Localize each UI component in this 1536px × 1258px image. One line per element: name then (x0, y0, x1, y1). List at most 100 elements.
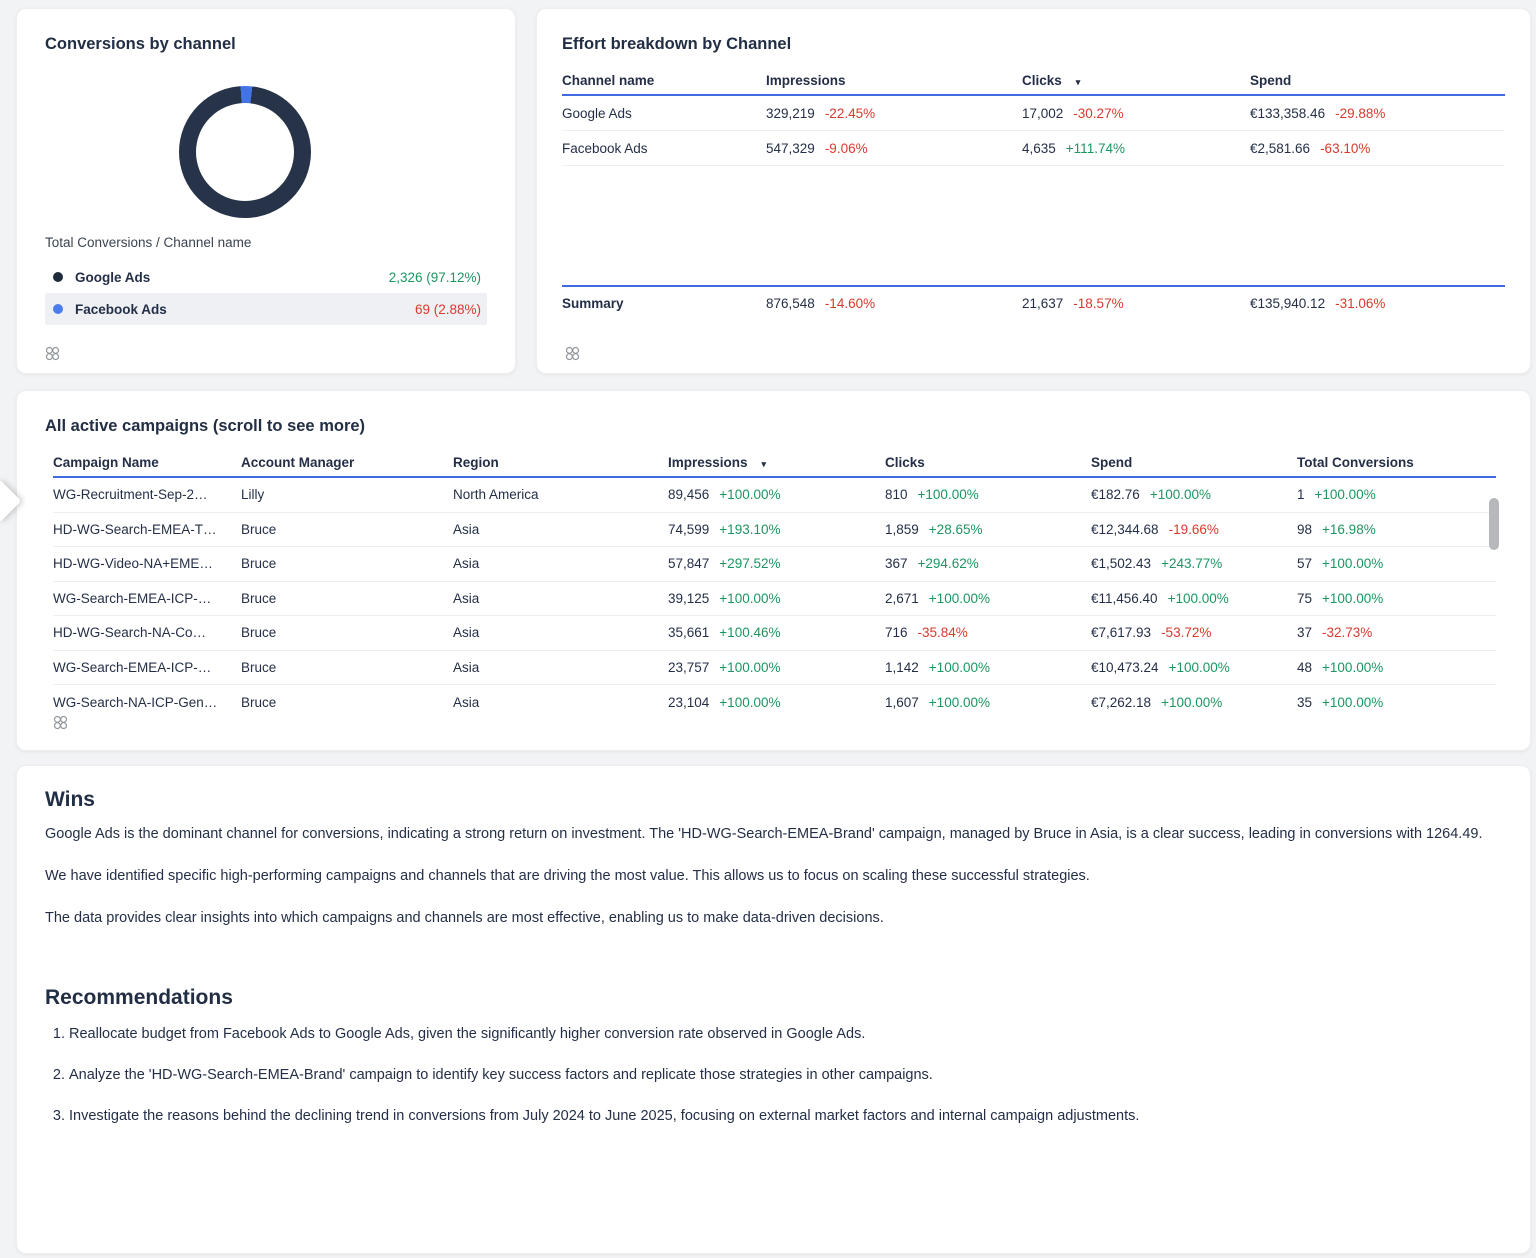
legend-label: Google Ads (75, 269, 151, 285)
table-row[interactable]: WG-Recruitment-Sep-2… Lilly North Americ… (53, 478, 1496, 513)
recommendations-list: Reallocate budget from Facebook Ads to G… (45, 1024, 1502, 1127)
legend-label: Facebook Ads (75, 301, 167, 317)
grid-dots-icon (565, 346, 580, 361)
campaign-name: WG-Search-EMEA-ICP-… (53, 659, 212, 675)
spend-value: €182.76 (1091, 487, 1140, 503)
legend-value: 2,326 (97.12%) (388, 269, 481, 285)
account-manager: Bruce (241, 694, 277, 710)
col-header-spend[interactable]: Spend (1250, 72, 1292, 88)
table-row[interactable]: WG-Search-EMEA-ICP-… Bruce Asia 23,757 +1… (53, 651, 1496, 685)
clicks-value: 4,635 (1022, 140, 1056, 156)
impressions-value: 547,329 (766, 140, 815, 156)
account-manager: Bruce (241, 625, 277, 641)
account-manager: Bruce (241, 590, 277, 606)
table-scrollbar[interactable] (1489, 498, 1499, 550)
clicks-value: 1,859 (885, 521, 919, 537)
conversions-value: 57 (1297, 556, 1313, 572)
col-header-clicks[interactable]: Clicks ▾ (1022, 72, 1081, 88)
col-header-total-conversions[interactable]: Total Conversions (1297, 454, 1414, 470)
spend-value: €1,502.43 (1091, 556, 1152, 572)
campaign-name: HD-WG-Search-NA-Co… (53, 625, 207, 641)
impressions-delta: +100.00% (719, 694, 781, 710)
spend-value: €12,344.68 (1091, 521, 1159, 537)
table-row[interactable]: WG-Search-NA-ICP-Gen… Bruce Asia 23,104 +… (53, 685, 1496, 720)
spend-value: €133,358.46 (1250, 105, 1326, 121)
wins-paragraph: The data provides clear insights into wh… (45, 910, 884, 927)
clicks-value: 1,142 (885, 659, 919, 675)
region: Asia (453, 521, 480, 537)
table-row[interactable]: WG-Search-EMEA-ICP-… Bruce Asia 39,125 +1… (53, 582, 1496, 616)
table-row[interactable]: Google Ads 329,219 -22.45% 17,002 -30.27% … (562, 96, 1505, 131)
summary-label: Summary (562, 295, 624, 311)
clicks-delta: +28.65% (928, 521, 983, 537)
spend-delta: -53.72% (1161, 625, 1212, 641)
col-header-campaign-name[interactable]: Campaign Name (53, 454, 159, 470)
active-campaigns-card: All active campaigns (scroll to see more… (16, 390, 1531, 751)
spend-delta: +100.00% (1161, 694, 1223, 710)
conversions-delta: -32.73% (1322, 625, 1373, 641)
impressions-delta: -14.60% (824, 295, 876, 311)
chart-metric-label: Total Conversions / Channel name (45, 235, 252, 250)
spend-delta: +100.00% (1149, 487, 1211, 503)
channel-name: Facebook Ads (562, 140, 648, 156)
donut-legend: Google Ads 2,326 (97.12%) Facebook Ads 6… (45, 261, 487, 325)
conversions-delta: +100.00% (1322, 590, 1384, 606)
impressions-delta: -22.45% (824, 105, 876, 121)
region: Asia (453, 590, 480, 606)
col-header-channel-name[interactable]: Channel name (562, 72, 655, 88)
campaign-name: WG-Recruitment-Sep-2… (53, 487, 208, 503)
conversions-value: 98 (1297, 521, 1313, 537)
conversions-by-channel-card: Conversions by channel Total Conversions… (16, 8, 516, 374)
channel-name: Google Ads (562, 105, 632, 121)
col-header-spend[interactable]: Spend (1091, 454, 1133, 470)
donut-chart[interactable] (179, 86, 311, 218)
impressions-value: 23,757 (668, 659, 710, 675)
effort-breakdown-card: Effort breakdown by Channel Channel name… (536, 8, 1531, 374)
impressions-value: 329,219 (766, 105, 815, 121)
clicks-delta: +100.00% (928, 659, 990, 675)
conversions-delta: +100.00% (1322, 659, 1384, 675)
impressions-value: 876,548 (766, 295, 815, 311)
spend-delta: -31.06% (1335, 295, 1386, 311)
conversions-value: 48 (1297, 659, 1313, 675)
campaigns-table-header: Campaign Name Account Manager Region Imp… (53, 448, 1496, 478)
table-row[interactable]: HD-WG-Search-NA-Co… Bruce Asia 35,661 +10… (53, 616, 1496, 651)
clicks-delta: +100.00% (917, 487, 979, 503)
clicks-delta: +294.62% (917, 556, 979, 572)
col-header-clicks[interactable]: Clicks (885, 454, 925, 470)
spend-delta: +243.77% (1161, 556, 1223, 572)
clicks-delta: -18.57% (1073, 295, 1124, 311)
clicks-value: 810 (885, 487, 908, 503)
campaign-name: HD-WG-Video-NA+EME… (53, 556, 213, 572)
conversions-value: 37 (1297, 625, 1313, 641)
wins-paragraph: We have identified specific high-perform… (45, 868, 1090, 885)
recommendation-item: Reallocate budget from Facebook Ads to G… (69, 1024, 1502, 1045)
sort-desc-icon[interactable]: ▾ (761, 458, 767, 469)
impressions-value: 39,125 (668, 590, 710, 606)
campaign-name: WG-Search-EMEA-ICP-… (53, 590, 212, 606)
col-header-account-manager[interactable]: Account Manager (241, 454, 355, 470)
sort-desc-icon[interactable]: ▾ (1075, 76, 1081, 87)
account-manager: Bruce (241, 521, 277, 537)
spend-value: €7,617.93 (1091, 625, 1152, 641)
clicks-delta: +100.00% (928, 590, 990, 606)
spend-delta: -63.10% (1320, 140, 1371, 156)
table-row[interactable]: Facebook Ads 547,329 -9.06% 4,635 +111.74%… (562, 131, 1505, 166)
spend-delta: +100.00% (1167, 590, 1229, 606)
legend-row-google-ads[interactable]: Google Ads 2,326 (97.12%) (45, 261, 487, 293)
spend-delta: +100.00% (1168, 659, 1230, 675)
table-row[interactable]: HD-WG-Video-NA+EME… Bruce Asia 57,847 +29… (53, 547, 1496, 582)
col-header-impressions[interactable]: Impressions ▾ (668, 454, 767, 470)
clicks-value: 716 (885, 625, 908, 641)
effort-table-header: Channel name Impressions Clicks ▾ Spend (562, 66, 1505, 96)
conversions-card-title: Conversions by channel (45, 35, 236, 53)
campaign-name: WG-Search-NA-ICP-Gen… (53, 694, 218, 710)
col-header-impressions[interactable]: Impressions (766, 72, 846, 88)
col-header-region[interactable]: Region (453, 454, 499, 470)
impressions-value: 57,847 (668, 556, 710, 572)
region: Asia (453, 556, 480, 572)
grid-dots-icon (45, 346, 60, 361)
legend-row-facebook-ads[interactable]: Facebook Ads 69 (2.88%) (45, 293, 487, 325)
wins-paragraph: Google Ads is the dominant channel for c… (45, 826, 1483, 842)
table-row[interactable]: HD-WG-Search-EMEA-T… Bruce Asia 74,599 +1… (53, 513, 1496, 547)
